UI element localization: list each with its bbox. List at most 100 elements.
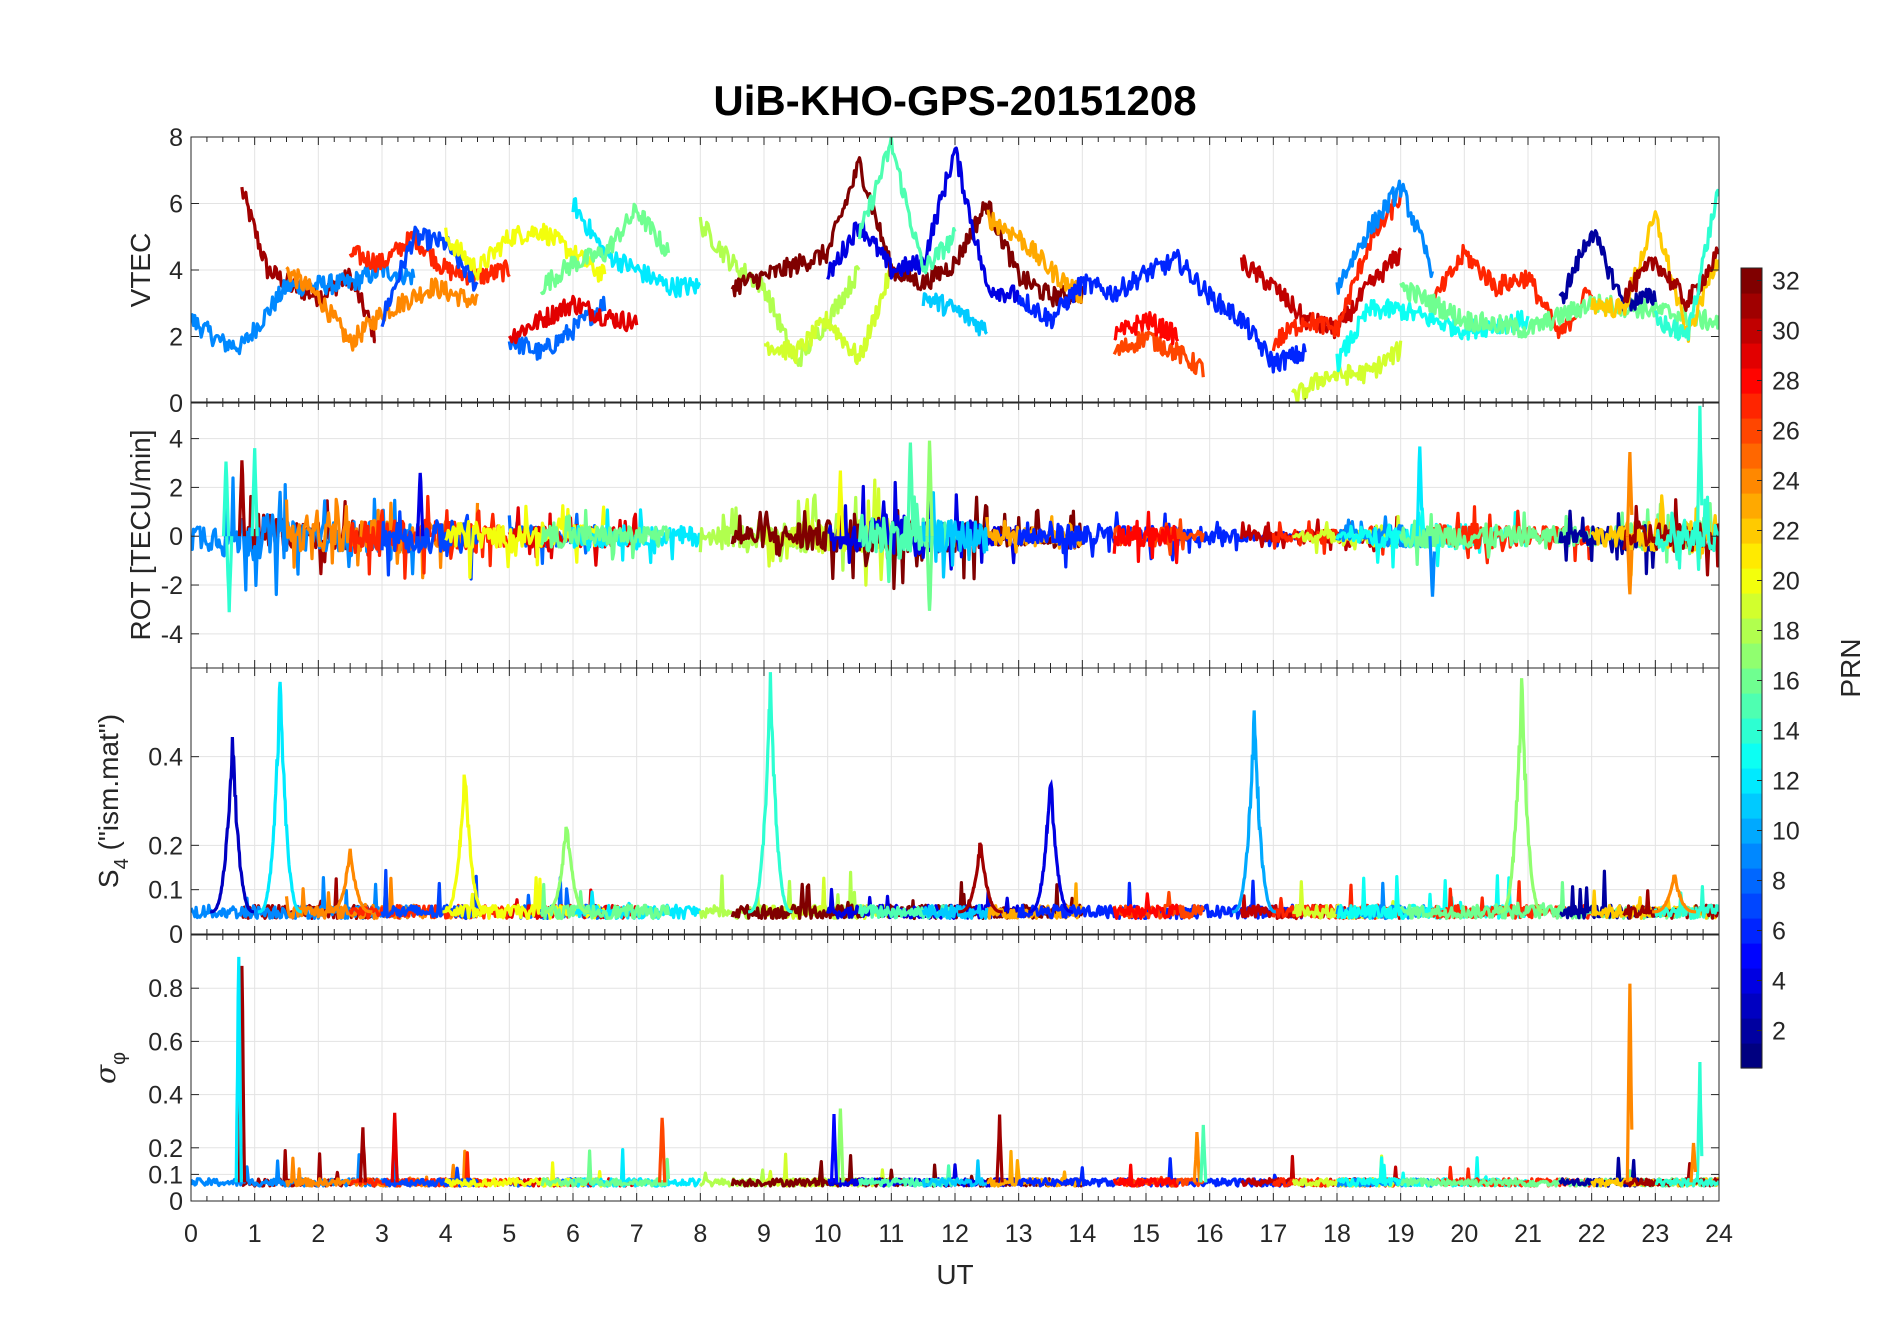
series-line-prn-28 (1112, 1163, 1179, 1188)
spike-prn-31 (995, 1114, 1004, 1183)
x-tick-label: 12 (941, 1220, 969, 1248)
colorbar-tick-label: 22 (1772, 518, 1800, 546)
colorbar-segment-prn-10 (1741, 818, 1762, 844)
y-tick-label: 0.4 (148, 1082, 183, 1110)
x-tick-label: 6 (566, 1220, 580, 1248)
x-axis-label: UT (936, 1259, 973, 1290)
spike-prn-4 (416, 472, 425, 537)
y-tick-label: 8 (169, 124, 183, 152)
x-tick-label: 21 (1514, 1220, 1542, 1248)
spike-prn-24 (1625, 536, 1634, 595)
series-line-prn-19 (763, 262, 893, 366)
x-tick-label: 24 (1705, 1220, 1733, 1248)
colorbar-segment-prn-2 (1741, 1018, 1762, 1044)
y-label-main: σ (89, 1064, 122, 1084)
x-tick-label: 5 (502, 1220, 516, 1248)
series-line-prn-16 (539, 202, 671, 296)
colorbar-tick-label: 18 (1772, 618, 1800, 646)
y-tick-label: 0 (169, 921, 183, 949)
colorbar-segment-prn-11 (1741, 793, 1762, 819)
series-line-prn-11 (921, 1159, 988, 1188)
colorbar-tick-label: 12 (1772, 768, 1800, 796)
spike-prn-31 (237, 460, 247, 537)
colorbar-segment-prn-1 (1741, 1043, 1762, 1069)
series-line-prn-32 (730, 156, 1084, 308)
x-tick-label: 11 (878, 1220, 904, 1248)
spike-prn-31 (958, 842, 1003, 914)
series-line-prn-27 (1430, 243, 1594, 340)
colorbar-segment-prn-12 (1741, 768, 1762, 794)
y-tick-label: 6 (169, 191, 183, 219)
x-tick-label: 7 (630, 1220, 644, 1248)
spike-prn-15 (906, 442, 915, 537)
colorbar-segment-prn-8 (1741, 868, 1762, 894)
x-tick-label: 19 (1387, 1220, 1415, 1248)
series-line-prn-16 (540, 1149, 671, 1188)
y-tick-label: 0.8 (148, 975, 183, 1003)
colorbar-tick-label: 16 (1772, 668, 1800, 696)
series-line-prn-14 (1653, 188, 1719, 341)
y-label-main: S (93, 869, 124, 888)
y-tick-label: 4 (169, 426, 183, 454)
series-line-prn-16 (539, 508, 671, 561)
colorbar-segment-prn-22 (1741, 518, 1762, 544)
spike-prn-24 (1689, 1142, 1697, 1183)
colorbar-tick-label: 30 (1772, 318, 1800, 346)
y-axis-label: VTEC (125, 233, 156, 308)
y-tick-label: 0.2 (148, 832, 183, 860)
x-tick-label: 1 (248, 1220, 262, 1248)
colorbar-tick-label: 14 (1772, 718, 1800, 746)
y-tick-label: 0.1 (148, 1161, 183, 1189)
series-line-prn-6 (1017, 248, 1307, 374)
x-tick-label: 4 (439, 1220, 453, 1248)
series-line-prn-15 (857, 137, 957, 275)
series-line-prn-20 (444, 222, 607, 283)
x-tick-label: 16 (1196, 1220, 1224, 1248)
spike-prn-12 (1415, 446, 1424, 537)
series-line-prn-12 (571, 508, 702, 565)
series-line-prn-9 (1335, 179, 1435, 295)
series-line-prn-31 (1622, 246, 1719, 312)
colorbar-tick-label: 2 (1772, 1018, 1786, 1046)
spike-prn-3 (210, 736, 254, 914)
y-axis-label: S4 ("ism.mat") (93, 714, 133, 888)
series-line-prn-26 (1112, 330, 1205, 378)
spike-prn-24 (1192, 1131, 1202, 1183)
spike-prn-17 (1499, 678, 1544, 914)
colorbar-segment-prn-30 (1741, 318, 1762, 344)
series-line-prn-27 (348, 230, 511, 286)
colorbar-segment-prn-16 (1741, 668, 1762, 694)
colorbar-segment-prn-20 (1741, 568, 1762, 594)
colorbar-tick-label: 6 (1772, 918, 1786, 946)
series-line-prn-29 (507, 294, 639, 345)
x-axis: 0 1 2 3 4 5 6 7 8 9 10 11 12 13 14 15 16 17 18 19 20 21 22 23 24 (184, 1220, 1733, 1248)
panel-data (191, 405, 1719, 613)
x-tick-label: 22 (1578, 1220, 1606, 1248)
series-line-prn-7 (380, 510, 479, 581)
panel-4: 00.10.2 0.4 0.6 0.8 σφ (89, 934, 1720, 1216)
colorbar-segment-prn-17 (1741, 643, 1762, 669)
spike-prn-16 (925, 536, 934, 611)
spike-prn-9 (1428, 536, 1436, 597)
x-tick-label: 8 (693, 1220, 707, 1248)
x-tick-label: 23 (1641, 1220, 1669, 1248)
panel-3: 0 0.1 0.2 0.4 S4 ("ism.mat") (93, 667, 1720, 949)
x-tick-label: 2 (311, 1220, 325, 1248)
series-line-prn-9 (191, 262, 416, 356)
colorbar-segment-prn-6 (1741, 918, 1762, 944)
series-line-prn-11 (921, 292, 989, 337)
x-tick-label: 17 (1259, 1220, 1287, 1248)
y-tick-label: -2 (161, 572, 183, 600)
spike-prn-15 (1199, 1124, 1208, 1183)
colorbar-segment-prn-19 (1741, 593, 1762, 619)
x-tick-label: 20 (1450, 1220, 1478, 1248)
y-tick-label: 2 (169, 474, 183, 502)
series-line-prn-19 (1290, 340, 1403, 403)
spike-prn-20 (836, 470, 845, 537)
series-line-prn-31 (240, 186, 376, 344)
colorbar-segment-prn-4 (1741, 968, 1762, 994)
series-line-prn-7 (380, 225, 479, 328)
panel-data (191, 672, 1719, 921)
